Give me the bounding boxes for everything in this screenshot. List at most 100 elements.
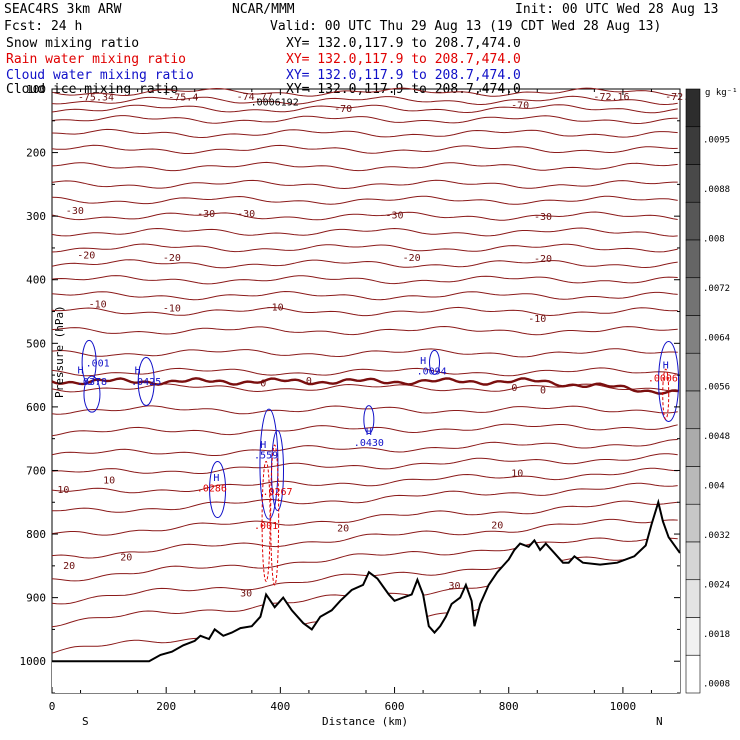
- colorbar-swatch: [685, 277, 701, 316]
- isotherm-line: [51, 115, 678, 125]
- colorbar-label: .0088: [703, 185, 730, 195]
- temperature-label: 10: [103, 475, 115, 486]
- cloud-water-label: .0425: [131, 377, 161, 388]
- terrain-line: [52, 498, 681, 663]
- rain-water-label: .0006: [648, 374, 678, 385]
- temperature-label: -75.34: [78, 93, 114, 104]
- y-tick-label: 500: [26, 337, 46, 350]
- colorbar-label: .0048: [703, 432, 730, 442]
- y-tick-label: 200: [26, 147, 46, 160]
- temperature-label: -70: [334, 104, 352, 115]
- temperature-label: -30: [237, 209, 255, 220]
- temperature-label: 0: [306, 376, 312, 387]
- cloud-water-label: H: [420, 356, 426, 367]
- rain-water-label: .001: [254, 521, 278, 532]
- temperature-label: -10: [528, 314, 546, 325]
- isotherm-line: [51, 439, 678, 456]
- temperature-label: 20: [120, 552, 132, 563]
- y-tick-label: 400: [26, 274, 46, 287]
- temperature-label: -20: [534, 254, 552, 265]
- x-tick-label: 600: [385, 700, 405, 713]
- rain-water-contour: [662, 368, 670, 420]
- y-tick-label: 900: [26, 592, 46, 605]
- isotherm-line: [51, 179, 678, 190]
- colorbar-swatch: [685, 428, 701, 467]
- field-name-snow: Snow mixing ratio: [6, 36, 139, 51]
- forecast-hour: Fcst: 24 h: [4, 19, 82, 34]
- temperature-label: 30: [448, 581, 460, 592]
- temperature-label: -10: [266, 302, 284, 313]
- colorbar-swatch: [685, 503, 701, 543]
- cloud-water-label: H: [366, 427, 372, 438]
- cloud-water-label: .0430: [354, 438, 384, 449]
- isotherm-line: [51, 367, 678, 377]
- cloud-water-contour: [363, 405, 375, 435]
- colorbar-swatch: [685, 201, 701, 241]
- y-axis-label: Pressure (hPa): [53, 305, 66, 398]
- valid-time: Valid: 00 UTC Thu 29 Aug 13 (19 CDT Wed …: [270, 19, 661, 34]
- colorbar-unit: g kg⁻¹: [705, 88, 738, 98]
- isotherm-line: [51, 275, 678, 285]
- cloud-water-label: .0094: [417, 367, 447, 378]
- cloud-water-contour: [429, 349, 441, 375]
- isotherm-line: [51, 537, 678, 582]
- colorbar-swatch: [685, 466, 701, 505]
- cloud-water-label: H: [78, 365, 84, 376]
- colorbar-label: .0024: [703, 581, 730, 591]
- colorbar-label: .0056: [703, 383, 730, 393]
- isotherm-line: [51, 482, 678, 513]
- temperature-label: -20: [77, 250, 95, 261]
- colorbar-label: .0018: [703, 630, 730, 640]
- cloud-water-contour: [81, 339, 97, 385]
- colorbar-swatch: [685, 164, 701, 203]
- isotherm-line: [51, 211, 678, 221]
- temperature-label: -20: [163, 253, 181, 264]
- cloud-water-label: .0378: [77, 377, 107, 388]
- temperature-label: -70: [511, 100, 529, 111]
- temperature-label: 30: [240, 589, 252, 600]
- y-tick-label: 600: [26, 401, 46, 414]
- isotherm-line: [51, 348, 678, 358]
- cloud-water-label: H: [213, 473, 219, 484]
- x-tick-label: 200: [156, 700, 176, 713]
- rain-water-label: .0286: [197, 484, 227, 495]
- terrain-fill: [52, 502, 680, 693]
- cloud-water-label: .559: [254, 451, 278, 462]
- cloud-water-label: H: [260, 440, 266, 451]
- center-name: NCAR/MMM: [232, 2, 295, 17]
- isotherm-line: [51, 227, 678, 237]
- cloud-water-contour: [83, 375, 101, 413]
- temperature-label: -75.4: [168, 93, 198, 104]
- colorbar-label: .008: [703, 234, 725, 244]
- x-tick-label: 400: [270, 700, 290, 713]
- y-tick-label: 1000: [20, 655, 47, 668]
- isotherm-line: [51, 405, 678, 415]
- temperature-label: 10: [57, 485, 69, 496]
- isotherm-line: [51, 104, 678, 114]
- field-name-rain: Rain water mixing ratio: [6, 52, 186, 67]
- temperature-label: -30: [386, 210, 404, 221]
- rain-water-label: .0267: [262, 487, 292, 498]
- colorbar-swatch: [685, 579, 701, 618]
- colorbar-label: .0008: [703, 679, 730, 689]
- isotherm-line: [51, 95, 678, 106]
- colorbar-label: .0072: [703, 284, 730, 294]
- temperature-contours: [51, 87, 680, 654]
- cloud-water-label: H: [663, 360, 669, 371]
- freezing-level-line: [51, 377, 680, 395]
- colorbar-swatch: [685, 239, 701, 279]
- cloud-water-contour: [137, 356, 155, 406]
- colorbar-label: .004: [703, 482, 725, 492]
- field-xy-cloud-water: XY= 132.0,117.9 to 208.7,474.0: [286, 68, 521, 83]
- colorbar-swatch: [685, 390, 701, 430]
- temperature-label: -74.77: [237, 92, 273, 103]
- y-tick-label: 300: [26, 210, 46, 223]
- x-axis-label: Distance (km): [322, 715, 408, 728]
- colorbar: .0095 .0088 .008 .0072 .0064 .0056 .0048 .004 .0…: [685, 88, 730, 694]
- colorbar-label: .0095: [703, 135, 730, 145]
- isotherm-line: [51, 243, 678, 253]
- temperature-label: 0: [540, 386, 546, 397]
- cloud-water-contour: [658, 340, 680, 422]
